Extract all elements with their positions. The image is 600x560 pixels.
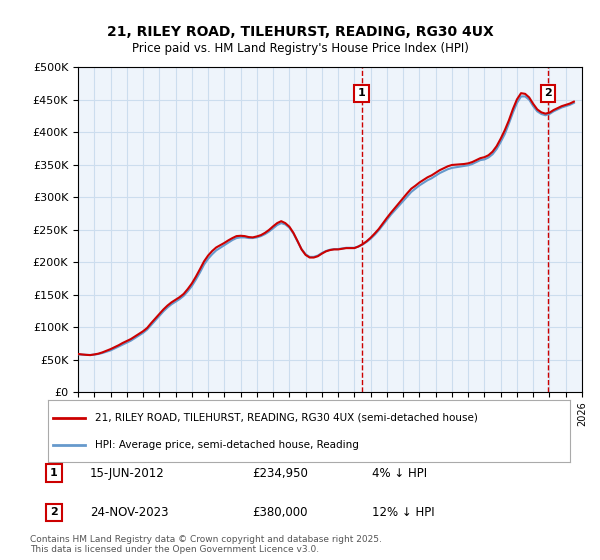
21, RILEY ROAD, TILEHURST, READING, RG30 4UX (semi-detached house)	[74, 351, 82, 357]
Line: HPI: Average price, semi-detached house, Reading: HPI: Average price, semi-detached house,…	[78, 96, 574, 355]
Text: 1: 1	[50, 468, 58, 478]
21, RILEY ROAD, TILEHURST, READING, RG30 4UX (semi-detached house)	[86, 352, 94, 358]
HPI: Average price, semi-detached house, Reading: (2.02e+03, 4.55e+05): Average price, semi-detached house, Read…	[517, 93, 524, 100]
Text: HPI: Average price, semi-detached house, Reading: HPI: Average price, semi-detached house,…	[95, 440, 359, 450]
Text: 1: 1	[358, 88, 365, 98]
Text: Contains HM Land Registry data © Crown copyright and database right 2025.
This d: Contains HM Land Registry data © Crown c…	[30, 535, 382, 554]
HPI: Average price, semi-detached house, Reading: (2e+03, 8.7e+04): Average price, semi-detached house, Read…	[136, 332, 143, 339]
Text: 21, RILEY ROAD, TILEHURST, READING, RG30 4UX (semi-detached house): 21, RILEY ROAD, TILEHURST, READING, RG30…	[95, 413, 478, 423]
Text: Price paid vs. HM Land Registry's House Price Index (HPI): Price paid vs. HM Land Registry's House …	[131, 42, 469, 55]
21, RILEY ROAD, TILEHURST, READING, RG30 4UX (semi-detached house)	[481, 154, 488, 161]
Text: 2: 2	[50, 507, 58, 517]
Text: 12% ↓ HPI: 12% ↓ HPI	[372, 506, 434, 519]
Text: £380,000: £380,000	[252, 506, 308, 519]
HPI: Average price, semi-detached house, Reading: (2e+03, 5.8e+04): Average price, semi-detached house, Read…	[74, 351, 82, 358]
21, RILEY ROAD, TILEHURST, READING, RG30 4UX (semi-detached house)	[294, 237, 301, 244]
HPI: Average price, semi-detached house, Reading: (2e+03, 5.7e+04): Average price, semi-detached house, Read…	[86, 352, 94, 358]
21, RILEY ROAD, TILEHURST, READING, RG30 4UX (semi-detached house)	[127, 335, 134, 342]
21, RILEY ROAD, TILEHURST, READING, RG30 4UX (semi-detached house)	[136, 330, 143, 337]
Text: 4% ↓ HPI: 4% ↓ HPI	[372, 466, 427, 480]
Text: 21, RILEY ROAD, TILEHURST, READING, RG30 4UX: 21, RILEY ROAD, TILEHURST, READING, RG30…	[107, 25, 493, 39]
21, RILEY ROAD, TILEHURST, READING, RG30 4UX (semi-detached house)	[221, 240, 228, 246]
HPI: Average price, semi-detached house, Reading: (2e+03, 7.9e+04): Average price, semi-detached house, Read…	[127, 337, 134, 344]
Text: 2: 2	[544, 88, 552, 98]
Line: 21, RILEY ROAD, TILEHURST, READING, RG30 4UX (semi-detached house): 21, RILEY ROAD, TILEHURST, READING, RG30…	[78, 93, 574, 355]
21, RILEY ROAD, TILEHURST, READING, RG30 4UX (semi-detached house)	[570, 98, 577, 105]
Text: £234,950: £234,950	[252, 466, 308, 480]
HPI: Average price, semi-detached house, Reading: (2.02e+03, 3.58e+05): Average price, semi-detached house, Read…	[481, 156, 488, 163]
Text: 15-JUN-2012: 15-JUN-2012	[90, 466, 165, 480]
HPI: Average price, semi-detached house, Reading: (2e+03, 2.26e+05): Average price, semi-detached house, Read…	[221, 242, 228, 249]
HPI: Average price, semi-detached house, Reading: (2.03e+03, 4.45e+05): Average price, semi-detached house, Read…	[570, 100, 577, 106]
Text: 24-NOV-2023: 24-NOV-2023	[90, 506, 169, 519]
21, RILEY ROAD, TILEHURST, READING, RG30 4UX (semi-detached house)	[517, 90, 524, 96]
HPI: Average price, semi-detached house, Reading: (2e+03, 6.4e+04): Average price, semi-detached house, Read…	[107, 347, 114, 354]
21, RILEY ROAD, TILEHURST, READING, RG30 4UX (semi-detached house)	[107, 346, 114, 352]
HPI: Average price, semi-detached house, Reading: (2.01e+03, 2.32e+05): Average price, semi-detached house, Read…	[294, 238, 301, 245]
